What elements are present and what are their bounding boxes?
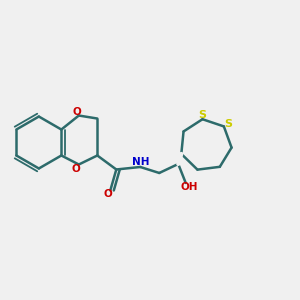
Text: O: O [73, 106, 81, 116]
Text: S: S [224, 119, 232, 129]
Text: S: S [199, 110, 206, 120]
Text: OH: OH [181, 182, 199, 192]
Text: O: O [103, 189, 112, 199]
Text: NH: NH [131, 158, 149, 167]
Text: O: O [72, 164, 81, 174]
